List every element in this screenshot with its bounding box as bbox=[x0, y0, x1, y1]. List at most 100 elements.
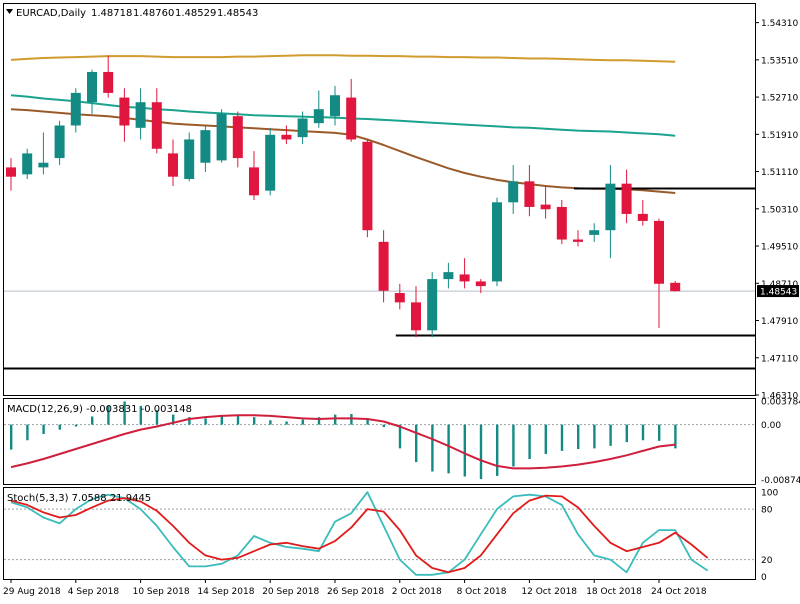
macd-histogram-bar bbox=[512, 424, 515, 467]
bear-candle bbox=[411, 302, 421, 331]
bull-candle bbox=[135, 102, 146, 128]
bull-candle bbox=[330, 95, 340, 117]
price-axis-label: 1.53510 bbox=[761, 56, 798, 66]
bull-candle bbox=[70, 92, 81, 126]
price-axis-label: 1.52710 bbox=[761, 94, 798, 104]
macd-histogram-bar bbox=[560, 424, 564, 451]
bear-candle bbox=[654, 220, 664, 284]
bear-candle bbox=[6, 167, 16, 177]
stochastic-panel: 100 80 20 0 bbox=[4, 489, 778, 583]
macd-histogram-bar bbox=[398, 424, 402, 449]
ohlc-open: 1.48718 bbox=[91, 8, 132, 19]
price-axis-label: 1.54310 bbox=[761, 19, 798, 29]
macd-histogram-bar bbox=[58, 424, 61, 430]
price-axis-label: 1.46310 bbox=[761, 392, 798, 402]
bull-candle bbox=[265, 134, 276, 191]
ohlc-high: 1.48760 bbox=[133, 8, 174, 19]
macd-histogram-bar bbox=[42, 424, 45, 434]
macd-histogram-bar bbox=[382, 424, 385, 428]
macd-histogram-bar bbox=[220, 416, 223, 425]
moving-average-line bbox=[10, 54, 676, 63]
macd-histogram-bar bbox=[91, 416, 94, 425]
date-axis-label: 24 Oct 2018 bbox=[651, 587, 707, 597]
macd-axis-label: -0.008748 bbox=[761, 476, 800, 486]
bear-candle bbox=[232, 116, 243, 159]
date-axis-label: 2 Oct 2018 bbox=[392, 587, 442, 597]
macd-histogram-bar bbox=[253, 417, 256, 425]
price-axis-label: 1.51910 bbox=[761, 131, 798, 141]
bear-candle bbox=[362, 141, 373, 231]
bear-candle bbox=[670, 282, 681, 292]
ohlc-close: 1.48543 bbox=[217, 8, 258, 19]
price-axis-label: 1.51110 bbox=[761, 168, 798, 178]
macd-histogram-bar bbox=[188, 417, 191, 425]
macd-histogram-bar bbox=[463, 424, 466, 477]
macd-histogram-bar bbox=[236, 415, 240, 425]
bear-candle bbox=[281, 134, 292, 140]
macd-histogram-bar bbox=[107, 405, 110, 425]
bear-candle bbox=[524, 181, 535, 207]
bull-candle bbox=[492, 202, 502, 282]
bear-candle bbox=[103, 71, 114, 93]
stoch-axis-label: 0 bbox=[761, 573, 767, 583]
macd-histogram-bar bbox=[625, 424, 628, 443]
macd-histogram-bar bbox=[139, 405, 142, 425]
macd-histogram-bar bbox=[26, 424, 29, 441]
macd-histogram-bar bbox=[658, 424, 661, 441]
macd-histogram-bar bbox=[415, 424, 418, 463]
bear-candle bbox=[475, 281, 486, 287]
stoch-axis-label: 20 bbox=[761, 556, 773, 566]
macd-histogram-bar bbox=[479, 424, 483, 479]
stoch-axis-label: 80 bbox=[761, 506, 773, 516]
bear-candle bbox=[621, 183, 632, 214]
macd-histogram-bar bbox=[674, 424, 677, 449]
macd-panel-frame bbox=[3, 398, 756, 485]
bear-candle bbox=[573, 239, 583, 242]
bull-candle bbox=[508, 181, 519, 203]
macd-axis-label: 0.00 bbox=[761, 421, 781, 431]
bull-candle bbox=[297, 118, 308, 138]
bull-candle bbox=[38, 162, 49, 168]
macd-histogram-bar bbox=[577, 424, 580, 449]
macd-histogram-bar bbox=[544, 424, 547, 454]
macd-histogram-bar bbox=[447, 424, 450, 474]
price-axis-label: 1.48710 bbox=[761, 280, 798, 290]
bull-candle bbox=[443, 272, 454, 280]
macd-title: MACD(12,26,9) -0.003831 -0.003148 bbox=[7, 404, 192, 415]
bull-candle bbox=[605, 183, 616, 231]
stoch-line bbox=[10, 491, 709, 576]
collapse-triangle-icon[interactable] bbox=[6, 9, 13, 14]
macd-histogram-bar bbox=[10, 424, 13, 450]
main-price-panel: 1.54310 1.53510 1.52710 1.51910 1.51110 1.503… bbox=[4, 19, 799, 402]
macd-histogram-bar bbox=[317, 417, 321, 425]
date-axis-label: 18 Oct 2018 bbox=[586, 587, 642, 597]
current-price-tag bbox=[757, 285, 799, 298]
bear-candle bbox=[119, 97, 130, 126]
symbol-title: EURCAD,Daily bbox=[16, 8, 86, 19]
price-axis-label: 1.50310 bbox=[761, 205, 798, 215]
date-axis-label: 26 Sep 2018 bbox=[327, 587, 384, 597]
bear-candle bbox=[394, 293, 405, 303]
date-axis-label: 29 Aug 2018 bbox=[3, 587, 61, 597]
stoch-title: Stoch(5,3,3) 7.0588 21.9445 bbox=[7, 493, 151, 504]
bear-candle bbox=[378, 241, 389, 291]
macd-histogram-bar bbox=[334, 414, 337, 425]
macd-axis-label: 0.003784 bbox=[761, 397, 800, 407]
current-price-label: 1.48543 bbox=[760, 288, 797, 298]
macd-histogram-bar bbox=[593, 424, 596, 449]
date-axis: 29 Aug 2018 4 Sep 2018 10 Sep 2018 14 Sep 2… bbox=[3, 579, 707, 597]
bear-candle bbox=[346, 97, 357, 140]
bear-candle bbox=[168, 153, 178, 177]
price-axis-label: 1.49510 bbox=[761, 243, 798, 253]
price-axis-label: 1.47110 bbox=[761, 354, 798, 364]
bear-candle bbox=[151, 102, 162, 149]
macd-histogram-bar bbox=[366, 419, 369, 425]
bull-candle bbox=[216, 113, 227, 161]
bull-candle bbox=[589, 230, 600, 235]
macd-histogram-bar bbox=[155, 410, 159, 425]
macd-histogram-bar bbox=[123, 401, 126, 425]
bull-candle bbox=[184, 139, 195, 180]
bear-candle bbox=[249, 167, 259, 196]
